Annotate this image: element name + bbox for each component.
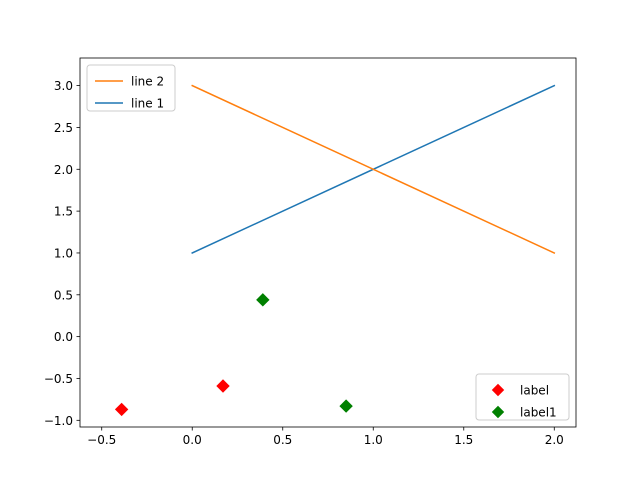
y-tick-label: 3.0 (54, 79, 73, 93)
x-tick-label: 0.0 (183, 433, 202, 447)
series-line-line-2 (191, 84, 556, 254)
legend-marker-label (491, 383, 505, 397)
scatter-point-label-0 (114, 402, 129, 417)
y-tick-label: 0.5 (54, 288, 73, 302)
scatter-point-label1-0 (256, 293, 270, 307)
legend-label: line 2 (131, 75, 164, 89)
legend-lower-right: label label1 (475, 373, 570, 421)
y-tick-label: 2.5 (54, 121, 73, 135)
scatter-point-label-1 (216, 379, 230, 393)
plot-area: −0.5 0.0 0.5 1.0 1.5 2.0 −1.0 −0.5 0.0 0.5 1.0 1.5 2… (44, 57, 577, 447)
y-tick-label: 1.5 (54, 205, 73, 219)
x-tick-label: −0.5 (87, 433, 116, 447)
legend-label: label1 (520, 406, 557, 420)
x-tick-label: 2.0 (545, 433, 564, 447)
y-tick-label: 2.0 (54, 163, 73, 177)
y-tick-label: −1.0 (44, 414, 73, 428)
y-tick-label: 0.0 (54, 330, 73, 344)
legend-marker-label1 (491, 405, 505, 419)
legend-upper-left: line 2 line 1 (86, 64, 176, 112)
x-tick-label: 1.0 (364, 433, 383, 447)
x-tick-label: 0.5 (273, 433, 292, 447)
y-tick-label: 1.0 (54, 246, 73, 260)
scatter-point-label1-1 (339, 399, 353, 413)
x-tick-label: 1.5 (454, 433, 473, 447)
legend-label: line 1 (131, 97, 164, 111)
legend-label: label (520, 384, 549, 398)
axes-frame (79, 57, 577, 428)
y-tick-label: −0.5 (44, 372, 73, 386)
legend-box (86, 64, 176, 112)
